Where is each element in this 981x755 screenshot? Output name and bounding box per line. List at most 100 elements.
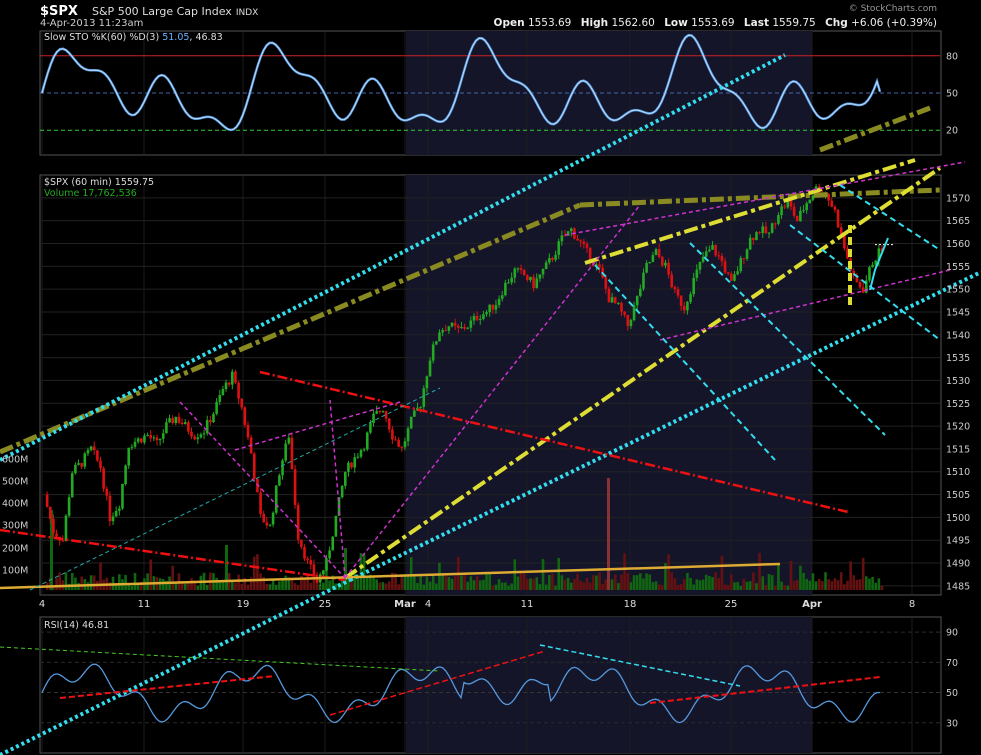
candle-body [453,322,457,326]
candle-body [48,506,52,519]
volume-bar [322,582,325,590]
volume-bar [225,545,228,590]
volume-bar [284,575,287,590]
volume-bar [626,573,630,590]
axes: 1485 1490 1495 1500 1505 1510 1515 1520 1525 1530… [2,51,970,729]
volume-bar [406,575,410,590]
candle-body [114,510,118,517]
candle-body [428,360,432,377]
volume-bar [397,584,400,590]
volume-bar [441,573,444,590]
candle-body [130,446,134,448]
candle-body [322,570,325,575]
volume-bar [193,580,196,590]
candle-body [739,258,743,272]
candle-body [679,295,683,307]
candle-body [171,418,174,424]
candle-body [168,418,171,423]
candle-body [613,297,617,304]
volume-bar [450,578,454,590]
magenta-line [564,161,966,236]
volume-bar [130,585,134,590]
volume-bar [234,582,237,590]
yellow-channel-bottom [343,166,942,580]
candle-body [686,301,689,311]
time-tick-label: Apr [802,599,822,610]
candle-body [262,513,266,523]
volume-bars [45,478,884,590]
candle-body [441,330,444,333]
green-rsi-line [0,646,441,672]
candle-body [566,231,570,236]
volume-bar [278,581,281,590]
brand-watermark: © StockCharts.com [848,4,937,14]
candle-body [431,344,435,361]
volume-bar [795,579,799,590]
candle-body [447,326,451,331]
candle-body [730,273,733,281]
volume-bar [676,584,680,590]
volume-bar [642,578,645,590]
candle-body [350,462,353,468]
volume-tick-label: 500M [2,477,28,488]
candle-body [604,277,608,289]
volume-bar [660,585,664,590]
time-tick-label: 25 [319,599,332,610]
candle-body [639,288,642,296]
candle-body [215,401,218,414]
cyan-fan [869,237,889,291]
candle-body [764,226,768,234]
candle-body [287,437,291,444]
volume-bar [460,575,463,590]
volume-bar [475,576,479,590]
volume-bar [196,585,200,590]
chart-header: $SPX S&P 500 Large Cap Index INDX 4-Apr-2… [0,0,981,30]
candle-body [356,456,360,458]
red-rsi-line [649,676,881,704]
candle-body [485,312,488,315]
candle-body [742,258,746,260]
yellow-channel-top [584,158,916,265]
candle-body [387,418,391,430]
volume-bar [695,579,699,590]
volume-bar [541,559,545,590]
candle-body [557,241,561,255]
candle-body [507,282,510,284]
candle-body [711,245,714,250]
candle-body [362,449,366,451]
candle-body [403,441,407,448]
volume-bar [544,584,548,590]
magenta-line [234,401,401,451]
candle-body [488,304,491,313]
candle-body [843,233,846,249]
volume-bar [231,579,234,590]
candle-body [259,492,262,514]
volume-bar [58,572,61,590]
candle-body [692,277,695,295]
volume-bar [262,577,266,590]
rsi-lines [41,663,881,724]
candle-body [846,248,849,259]
volume-bar [344,548,347,590]
candle-body [852,270,856,276]
volume-bar [55,578,58,590]
candle-body [598,264,601,268]
volume-bar [667,554,670,590]
candle-body [582,241,586,244]
candle-body [306,558,309,561]
candle-body [325,558,328,571]
candle-body [478,319,482,321]
candle-body [312,564,316,577]
candle-body [617,302,620,304]
candle-body [839,227,843,234]
volume-bar [70,573,74,590]
rsi-tick-label: 50 [946,688,958,699]
volume-bar [99,562,102,590]
volume-bar [739,585,743,590]
price-tick-label: 1570 [946,193,970,204]
candle-body [460,326,463,328]
candle-body [880,248,884,252]
rsi-tick-label: 90 [946,628,958,639]
volume-bar [827,579,830,590]
candle-body [381,411,385,413]
